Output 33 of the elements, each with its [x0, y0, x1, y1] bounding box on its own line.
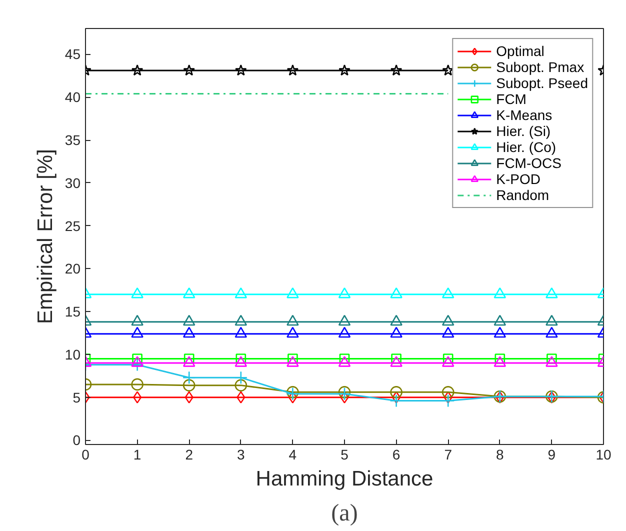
- x-tick-label: 5: [340, 446, 349, 462]
- legend-label: Subopt. Pmax: [496, 59, 584, 75]
- y-tick-label: 10: [64, 346, 81, 362]
- x-tick-label: 6: [392, 446, 400, 462]
- text: (a): [331, 500, 358, 526]
- x-tick-label: 3: [237, 446, 246, 462]
- x-tick-label: 4: [288, 446, 297, 462]
- y-tick-label: 25: [64, 218, 81, 234]
- y-tick-label: 30: [64, 174, 81, 191]
- x-tick-label: 1: [133, 446, 142, 462]
- y-axis-title: Empirical Error [%]: [34, 148, 57, 324]
- y-tick-label: 20: [64, 260, 81, 277]
- y-tick-label: 45: [64, 46, 81, 62]
- y-tick-label: 5: [72, 389, 81, 406]
- legend-label: K-POD: [496, 171, 540, 187]
- y-tick-label: 35: [64, 132, 81, 148]
- legend-label: FCM-OCS: [496, 155, 562, 171]
- legend-label: Optimal: [496, 43, 544, 59]
- legend-label: FCM: [496, 91, 526, 107]
- legend-label: K-Means: [496, 107, 552, 123]
- y-tick-label: 40: [64, 89, 81, 106]
- legend-label: Random: [496, 187, 550, 203]
- x-tick-label: 10: [596, 446, 612, 462]
- x-tick-label: 2: [185, 446, 194, 462]
- y-tick-label: 0: [72, 432, 81, 448]
- y-tick-label: 15: [64, 304, 81, 320]
- x-axis-title: Hamming Distance: [256, 468, 434, 490]
- x-tick-label: 7: [444, 446, 452, 462]
- legend-label: Subopt. Pseed: [496, 75, 588, 91]
- legend-label: Hier. (Co): [496, 139, 556, 155]
- x-tick-label: 9: [548, 446, 556, 462]
- legend-label: Hier. (Si): [496, 123, 551, 139]
- x-tick-label: 8: [496, 446, 504, 462]
